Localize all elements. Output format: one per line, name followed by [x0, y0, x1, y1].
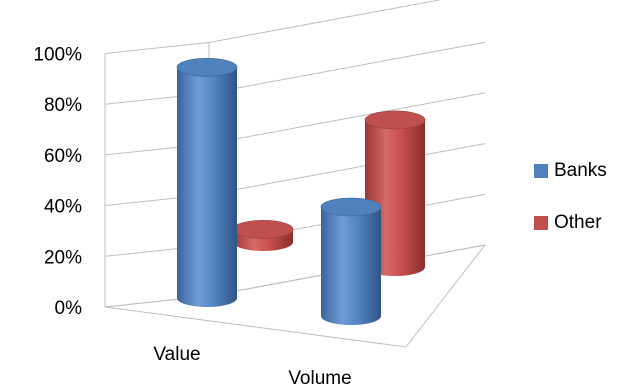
- y-tick-label: 100%: [33, 45, 82, 66]
- bar-other-value: [232, 220, 294, 251]
- cylinder-top: [320, 197, 382, 217]
- cylinder-body: [321, 206, 381, 325]
- floor: [104, 244, 487, 348]
- bar-banks-volume: [320, 197, 382, 325]
- cylinder-top: [176, 58, 238, 77]
- y-tick-label: 0%: [55, 298, 83, 319]
- y-tick-label: 60%: [44, 146, 82, 167]
- legend-swatch-other: [534, 216, 548, 230]
- bar-banks-value: [176, 58, 238, 307]
- x-label-value: Value: [153, 344, 200, 365]
- legend-label-other: Other: [554, 212, 602, 233]
- y-tick-label: 40%: [44, 197, 82, 218]
- gridline-back: [208, 0, 442, 43]
- legend-label-banks: Banks: [554, 160, 607, 181]
- gridline-back: [208, 143, 486, 196]
- cylinder-body: [177, 67, 237, 307]
- chart-walls: [104, 0, 487, 348]
- x-label-volume: Volume: [288, 368, 351, 386]
- cylinder-top: [232, 220, 294, 239]
- y-axis-ticks: 0% 20% 40% 60% 80% 100%: [33, 45, 82, 320]
- y-tick-label: 80%: [44, 95, 82, 116]
- gridline-side: [104, 42, 210, 54]
- y-tick-label: 20%: [44, 247, 82, 268]
- cylinder-top: [364, 110, 426, 130]
- gridline-back: [208, 92, 486, 145]
- x-axis-labels: Value Volume: [153, 344, 351, 386]
- chart-bars: [176, 58, 426, 325]
- legend-swatch-banks: [534, 164, 548, 178]
- legend-item-banks: Banks: [534, 158, 607, 184]
- legend: Banks Other: [534, 158, 607, 262]
- gridline-back: [208, 41, 486, 94]
- legend-item-other: Other: [534, 210, 607, 236]
